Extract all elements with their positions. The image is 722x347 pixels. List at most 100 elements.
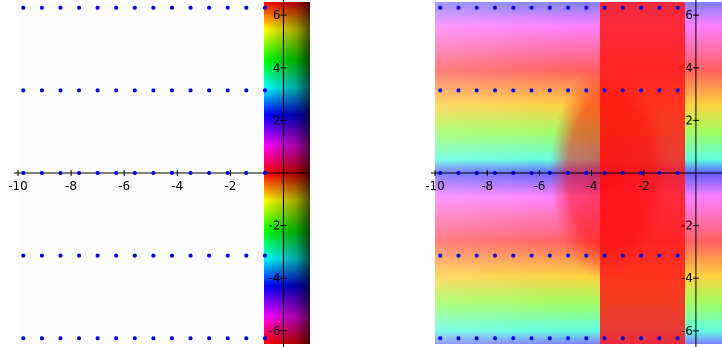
left-zero-marker [132,5,137,10]
left-zero-marker [262,5,267,10]
left-zero-marker [114,253,119,258]
left-zero-marker [151,88,156,93]
left-zero-marker [132,253,137,258]
right-zero-marker [602,253,607,258]
right-zero-marker [511,336,516,341]
left-zero-marker [58,336,63,341]
right-y-tick-label: 4 [685,61,693,75]
left-zero-marker [39,253,44,258]
right-zero-marker [657,88,662,93]
right-zero-marker [620,5,625,10]
left-zero-marker [39,5,44,10]
left-zero-marker [207,336,212,341]
right-zero-marker [511,171,516,175]
right-y-tick-label: -2 [681,219,693,233]
right-y-tick-label: -4 [681,271,693,285]
left-zero-marker [169,88,174,93]
right-plot: -10 -8 -6 -4 -2 -6 -4 -2 2 4 6 [425,0,722,347]
left-zero-marker [262,88,267,93]
left-plot-axes [14,0,310,347]
right-zero-marker [584,171,589,175]
right-zero-marker [584,5,589,10]
right-zero-marker [547,88,552,93]
left-zero-marker [244,88,249,93]
right-zero-marker [493,171,498,175]
left-y-tick-label: -4 [268,271,280,285]
right-zero-marker [566,88,571,93]
left-zero-marker [58,5,63,10]
left-zero-marker [169,253,174,258]
right-zero-marker [474,336,479,341]
left-x-tick-label: -4 [171,179,183,193]
right-zero-marker [529,171,534,175]
right-zero-marker [438,88,443,93]
right-zero-marker [620,88,625,93]
left-zero-marker [244,336,249,341]
left-zero-marker [114,171,119,175]
right-zero-marker [456,171,461,175]
right-zero-marker [529,253,534,258]
right-zero-marker [657,253,662,258]
right-zero-marker [474,88,479,93]
right-zero-marker [438,336,443,341]
right-zero-marker [456,5,461,10]
left-zero-marker [262,336,267,341]
left-zero-marker [77,88,82,93]
left-zero-marker [225,336,230,341]
left-x-tick-label: -2 [224,179,236,193]
right-zero-marker [529,5,534,10]
left-zero-marker [151,5,156,10]
right-plot-red-glow [550,62,670,282]
left-zero-marker [225,171,230,175]
left-zero-marker [95,336,100,341]
left-zero-marker [132,336,137,341]
right-plot-ticks: -10 -8 -6 -4 -2 -6 -4 -2 2 4 6 [425,8,699,338]
right-zero-marker [620,171,625,175]
left-y-tick-label: -6 [268,324,280,338]
left-zero-marker [132,171,137,175]
left-y-tick-label: 6 [273,8,281,22]
right-x-tick-label: -4 [586,179,598,193]
right-zero-marker [474,253,479,258]
left-plot-ticks: -10 -8 -6 -4 -2 -6 -4 -2 2 4 6 [8,8,287,338]
right-zero-marker [620,253,625,258]
right-zero-marker [493,253,498,258]
left-zero-marker [114,336,119,341]
left-zero-marker [114,5,119,10]
right-zero-marker [438,171,443,175]
left-plot: -10 -8 -6 -4 -2 -6 -4 -2 2 4 6 [8,0,310,347]
left-zero-marker [151,171,156,175]
left-x-tick-label: -6 [118,179,130,193]
right-zero-marker [584,88,589,93]
right-zero-marker [602,5,607,10]
left-zero-marker [58,171,63,175]
right-zero-marker [639,171,644,175]
left-zero-marker [58,88,63,93]
right-zero-marker [639,88,644,93]
right-zero-marker [438,5,443,10]
right-zero-marker [675,5,680,10]
left-zero-marker [39,171,44,175]
left-plot-markers [21,5,267,341]
left-zero-marker [188,88,193,93]
right-zero-marker [566,171,571,175]
right-x-tick-label: -2 [638,179,650,193]
left-zero-marker [151,336,156,341]
right-zero-marker [620,336,625,341]
left-zero-marker [225,5,230,10]
left-zero-marker [95,5,100,10]
left-zero-marker [77,171,82,175]
right-y-tick-label: 6 [685,8,693,22]
right-zero-marker [657,171,662,175]
left-zero-marker [169,171,174,175]
right-zero-marker [657,336,662,341]
right-zero-marker [456,336,461,341]
right-y-tick-label: 2 [685,113,693,127]
left-zero-marker [244,171,249,175]
left-zero-marker [21,336,26,341]
right-zero-marker [438,253,443,258]
right-zero-marker [493,88,498,93]
left-zero-marker [114,88,119,93]
right-zero-marker [511,253,516,258]
